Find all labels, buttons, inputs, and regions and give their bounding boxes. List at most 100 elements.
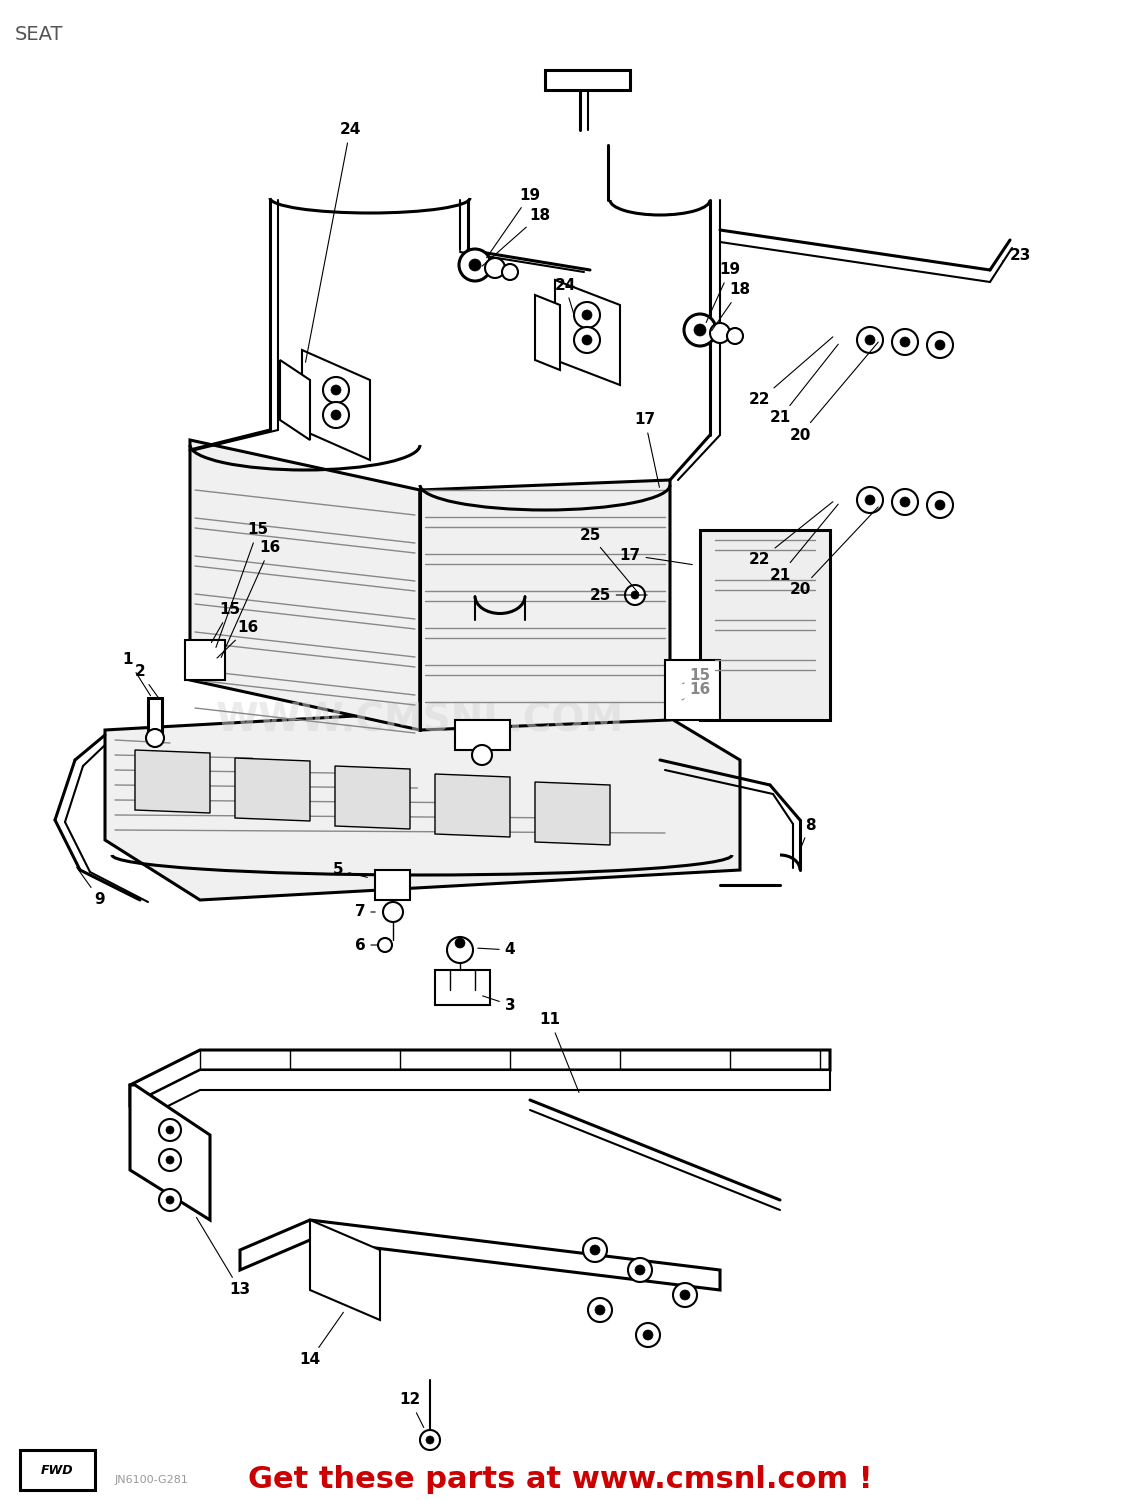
Polygon shape	[190, 440, 420, 730]
Text: SEAT: SEAT	[15, 26, 64, 44]
Circle shape	[583, 334, 592, 345]
Circle shape	[927, 492, 953, 517]
Text: 22: 22	[749, 501, 833, 567]
Text: 14: 14	[300, 1312, 343, 1368]
Circle shape	[323, 376, 349, 404]
Polygon shape	[420, 480, 670, 730]
Circle shape	[865, 334, 876, 345]
Text: 23: 23	[1002, 248, 1031, 262]
Circle shape	[679, 1290, 690, 1300]
Text: 19: 19	[706, 262, 741, 322]
Circle shape	[891, 489, 918, 514]
Circle shape	[472, 746, 492, 765]
Circle shape	[158, 1190, 181, 1210]
Circle shape	[694, 324, 706, 336]
Circle shape	[625, 585, 645, 604]
Circle shape	[591, 1245, 600, 1256]
Polygon shape	[130, 1084, 210, 1220]
Text: 11: 11	[539, 1013, 579, 1092]
Text: 2: 2	[135, 664, 158, 698]
Polygon shape	[545, 70, 630, 90]
Circle shape	[935, 500, 945, 510]
Text: 18: 18	[482, 207, 551, 266]
Polygon shape	[310, 1220, 380, 1320]
Polygon shape	[375, 870, 410, 900]
Text: 16: 16	[221, 540, 280, 657]
Circle shape	[166, 1156, 174, 1164]
Text: 17: 17	[635, 413, 659, 488]
Circle shape	[636, 1323, 660, 1347]
Circle shape	[583, 1238, 606, 1262]
Polygon shape	[105, 700, 740, 900]
Text: 7: 7	[355, 904, 375, 920]
Text: 21: 21	[770, 504, 838, 582]
Circle shape	[857, 327, 884, 352]
Polygon shape	[185, 640, 225, 680]
Text: 15: 15	[683, 668, 710, 684]
Polygon shape	[302, 350, 370, 460]
Circle shape	[455, 938, 465, 948]
Text: 3: 3	[482, 996, 515, 1012]
Circle shape	[323, 402, 349, 427]
Circle shape	[588, 1298, 612, 1322]
Text: 24: 24	[306, 123, 360, 363]
Text: 8: 8	[801, 818, 815, 848]
Text: Get these parts at www.cmsnl.com !: Get these parts at www.cmsnl.com !	[247, 1466, 872, 1494]
Polygon shape	[700, 530, 830, 720]
Polygon shape	[241, 1220, 720, 1290]
Polygon shape	[130, 1050, 830, 1106]
Circle shape	[378, 938, 392, 952]
Text: FWD: FWD	[41, 1464, 73, 1476]
Polygon shape	[21, 1450, 95, 1490]
Circle shape	[684, 314, 716, 346]
Circle shape	[899, 496, 910, 507]
Text: 20: 20	[789, 507, 878, 597]
Text: 17: 17	[619, 548, 692, 564]
Polygon shape	[235, 758, 310, 820]
Circle shape	[484, 258, 505, 278]
Circle shape	[673, 1282, 697, 1306]
Polygon shape	[335, 766, 410, 830]
Circle shape	[575, 327, 600, 352]
Circle shape	[643, 1330, 653, 1340]
Polygon shape	[135, 750, 210, 813]
Circle shape	[502, 264, 518, 280]
Circle shape	[635, 1264, 645, 1275]
Circle shape	[865, 495, 876, 506]
Text: 12: 12	[399, 1392, 424, 1428]
Circle shape	[166, 1126, 174, 1134]
Text: 6: 6	[355, 938, 377, 952]
Text: 24: 24	[554, 278, 576, 315]
Circle shape	[426, 1436, 434, 1444]
Text: JN6100-G281: JN6100-G281	[115, 1474, 189, 1485]
Text: 19: 19	[487, 188, 540, 258]
Circle shape	[331, 410, 341, 420]
Polygon shape	[148, 698, 162, 738]
Circle shape	[583, 310, 592, 320]
Text: 15: 15	[215, 522, 269, 648]
Polygon shape	[435, 970, 490, 1005]
Circle shape	[158, 1149, 181, 1172]
Polygon shape	[130, 1070, 830, 1125]
Text: 20: 20	[789, 342, 878, 442]
Text: WWW.CMSNL.COM: WWW.CMSNL.COM	[215, 700, 624, 740]
Circle shape	[383, 902, 404, 922]
Circle shape	[166, 1196, 174, 1204]
Circle shape	[632, 591, 640, 598]
Circle shape	[420, 1430, 440, 1450]
Circle shape	[575, 302, 600, 328]
Circle shape	[710, 322, 730, 344]
Text: 16: 16	[682, 682, 710, 700]
Text: 13: 13	[196, 1218, 251, 1298]
Polygon shape	[455, 720, 510, 750]
Text: 18: 18	[711, 282, 750, 330]
Text: 5: 5	[333, 862, 367, 877]
Text: 16: 16	[217, 621, 259, 658]
Polygon shape	[555, 280, 620, 386]
Circle shape	[857, 488, 884, 513]
Text: 21: 21	[770, 344, 838, 426]
Circle shape	[935, 340, 945, 350]
Text: 1: 1	[123, 652, 150, 696]
Polygon shape	[280, 360, 310, 440]
Text: 15: 15	[211, 603, 241, 642]
